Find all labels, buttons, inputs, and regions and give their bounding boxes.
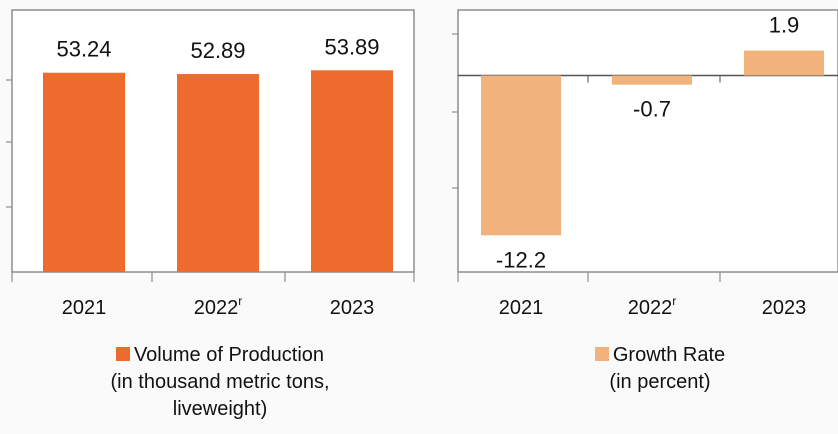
legend-production-line-2: (in thousand metric tons,	[110, 371, 330, 393]
x-tick-label-1-2023: 2023	[330, 297, 375, 319]
data-label-growth-2022: -0.7	[633, 97, 671, 122]
legend-growth-line-2: (in percent)	[609, 371, 711, 393]
x-tick-label-2-2023: 2023	[762, 297, 807, 319]
bar-production-2022	[177, 74, 259, 272]
data-label-production-2021: 53.24	[56, 37, 111, 62]
legend-growth-swatch	[594, 347, 609, 361]
bar-growth-2023	[744, 50, 824, 76]
data-label-production-2022: 52.89	[190, 38, 245, 63]
bar-production-2023	[311, 70, 393, 273]
legend-production-swatch	[115, 347, 130, 361]
bar-growth-2021	[481, 75, 561, 236]
bar-production-2021	[43, 72, 125, 272]
data-label-growth-2023: 1.9	[769, 13, 800, 38]
x-tick-label-1-2022: 2022r	[194, 294, 243, 319]
data-label-growth-2021: -12.2	[496, 247, 546, 272]
x-tick-label-2-2021: 2021	[499, 297, 544, 319]
bar-growth-2022	[612, 75, 692, 85]
legend-production: Volume of Production (in thousand metric…	[40, 342, 400, 423]
legend-growth: Growth Rate (in percent)	[510, 342, 810, 396]
legend-growth-line-1: Growth Rate	[510, 342, 810, 369]
x-tick-label-2-2022: 2022r	[628, 294, 677, 319]
legend-production-title: Volume of Production	[133, 344, 325, 366]
legend-production-line-1: Volume of Production	[40, 342, 400, 369]
revised-superscript: r	[672, 294, 676, 308]
x-tick-label-1-2021: 2021	[62, 297, 107, 319]
revised-superscript: r	[238, 294, 242, 308]
legend-production-line-3: liveweight)	[172, 398, 268, 420]
data-label-production-2023: 53.89	[324, 34, 379, 59]
legend-growth-title: Growth Rate	[612, 344, 726, 366]
